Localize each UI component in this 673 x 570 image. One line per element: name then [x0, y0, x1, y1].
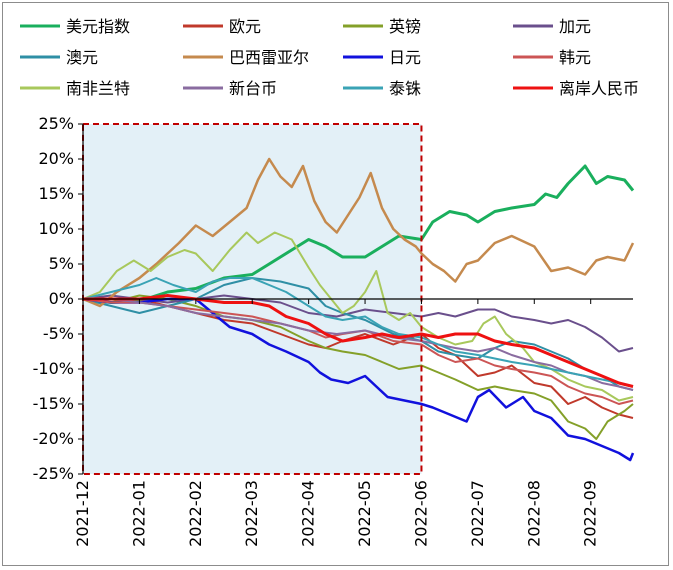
- y-tick-label: 10%: [38, 219, 74, 238]
- series-line-7: [82, 298, 634, 405]
- legend-label: 韩元: [559, 48, 591, 67]
- legend-label: 日元: [389, 48, 421, 67]
- x-tick-label: 2022-05: [355, 480, 374, 547]
- x-tick-label: 2022-02: [186, 480, 205, 547]
- x-tick-label: 2022-04: [299, 480, 318, 547]
- series-layer: [82, 157, 635, 462]
- series-line-5: [82, 157, 635, 308]
- legend-label: 离岸人民币: [559, 79, 639, 98]
- x-tick-label: 2022-03: [242, 480, 261, 547]
- y-tick-label: 5%: [49, 254, 74, 273]
- legend-label: 英镑: [389, 17, 421, 36]
- legend-label: 欧元: [229, 17, 261, 36]
- x-tick-label: 2022-01: [129, 480, 148, 547]
- series-line-10: [82, 277, 634, 388]
- legend-label: 泰铢: [389, 79, 421, 98]
- series-line-11: [83, 294, 634, 388]
- y-tick-label: 0%: [49, 289, 74, 308]
- x-tick-label: 2022-06: [411, 480, 430, 547]
- legend-label: 南非兰特: [66, 79, 130, 98]
- y-tick-label: 15%: [38, 184, 74, 203]
- x-tick-label: 2022-08: [524, 480, 543, 547]
- x-tick-label: 2021-12: [73, 480, 92, 547]
- legend-label: 加元: [559, 17, 591, 36]
- x-tick-label: 2022-07: [468, 480, 487, 547]
- y-tick-label: -25%: [33, 464, 74, 483]
- y-tick-label: 25%: [38, 114, 74, 133]
- y-tick-label: -15%: [33, 394, 74, 413]
- axes: 25% 20% 15% 10% 5% 0% -5% -10% -15% -20% -25%2021-…: [33, 114, 633, 547]
- y-tick-label: -10%: [33, 359, 74, 378]
- series-line-8: [82, 231, 634, 402]
- y-tick-label: -20%: [33, 429, 74, 448]
- legend-label: 新台币: [229, 79, 277, 98]
- legend-label: 美元指数: [66, 17, 130, 36]
- y-tick-label: -5%: [43, 324, 74, 343]
- series-line-6: [82, 297, 635, 462]
- legend-label: 澳元: [66, 48, 98, 67]
- legend-label: 巴西雷亚尔: [229, 48, 309, 67]
- x-tick-label: 2022-09: [581, 480, 600, 547]
- y-tick-label: 20%: [38, 149, 74, 168]
